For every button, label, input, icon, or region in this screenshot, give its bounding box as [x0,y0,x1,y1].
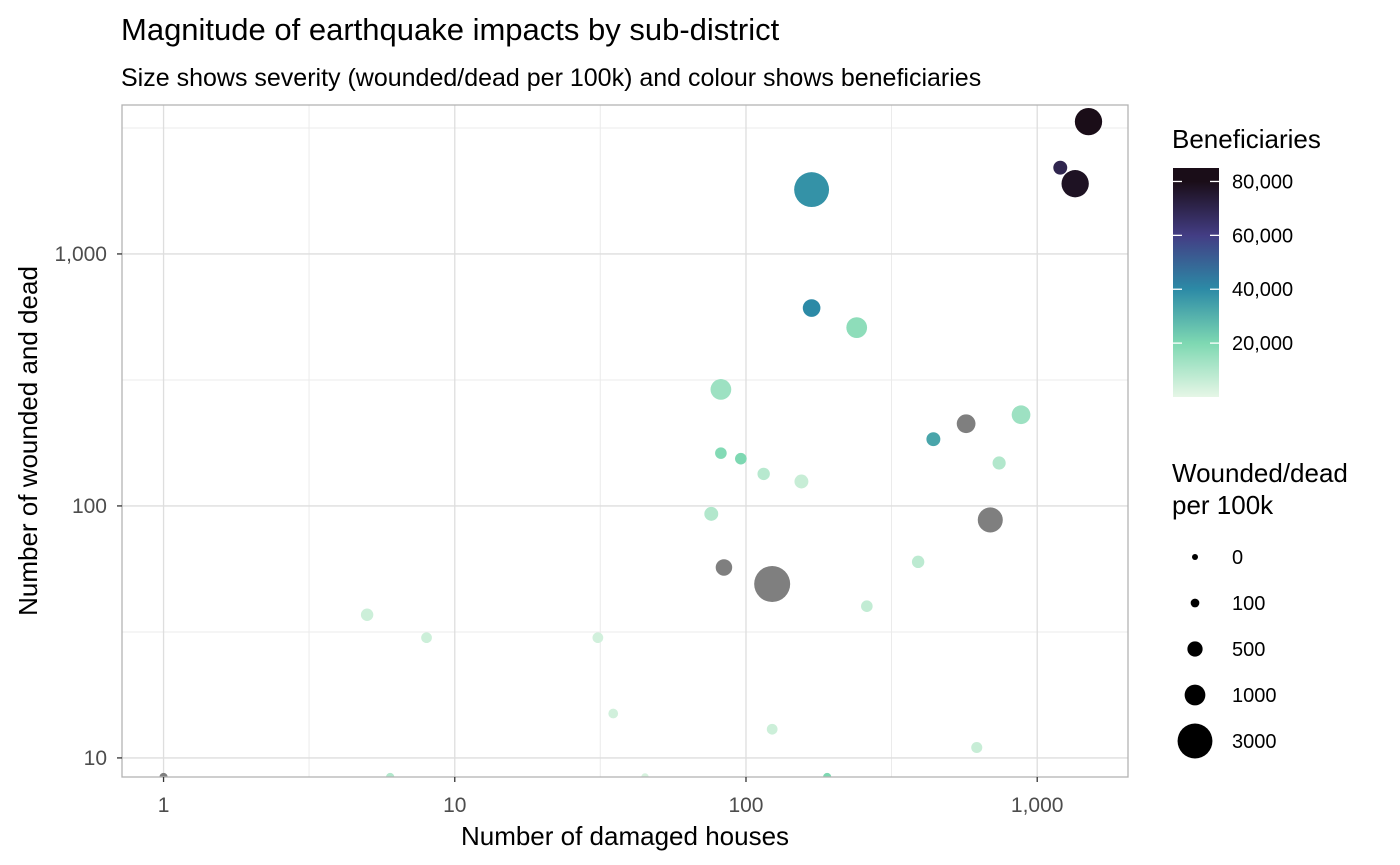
data-point-25 [766,723,778,735]
data-point-23 [592,632,604,644]
colorbar-tick-label-3: 80,000 [1232,171,1293,193]
y-axis-title: Number of wounded and dead [13,266,43,616]
data-point-16 [977,507,1003,533]
x-tick-label-3: 1,000 [1011,794,1064,817]
size-legend-title-line-1: Wounded/dead [1172,458,1348,488]
major-gridlines [122,105,1128,777]
size-legend-entries: 0 100 500 1000 3000 [1177,547,1277,759]
data-point-12 [992,456,1006,470]
colorbar-tick-label-0: 20,000 [1232,333,1293,355]
data-point-1 [1053,160,1068,175]
data-point-4 [802,299,821,317]
size-legend: Wounded/dead per 100k 0 100 500 1000 3000 [1172,458,1348,759]
x-tick-label-1: 10 [443,794,466,817]
x-axis-title: Number of damaged houses [461,821,789,851]
size-legend-label-1: 100 [1232,593,1265,615]
colorbar-tick-label-2: 60,000 [1232,225,1293,247]
size-legend-label-0: 0 [1232,547,1243,569]
colorbar [1173,168,1219,397]
data-point-2 [1061,170,1089,198]
data-point-9 [926,432,941,447]
data-point-22 [421,632,432,644]
color-legend: Beneficiaries 20,000 40,000 60,000 80,000 [1172,124,1321,397]
size-legend-key-3 [1184,684,1206,706]
data-point-17 [715,559,733,576]
minor-gridlines [122,105,1128,777]
data-point-26 [971,741,983,754]
data-point-24 [608,708,619,719]
size-legend-label-2: 500 [1232,639,1265,661]
data-point-8 [956,414,976,434]
data-point-20 [861,600,873,613]
data-point-28 [386,772,395,777]
data-point-30 [823,772,832,777]
data-point-10 [715,447,727,459]
x-axis: 1 10 100 1,000 [158,777,1064,817]
chart-title: Magnitude of earthquake impacts by sub-d… [121,12,780,47]
data-point-21 [360,608,374,621]
x-tick-label-2: 100 [728,794,763,817]
data-point-5 [846,317,868,339]
plot-border [121,104,1129,778]
data-point-13 [757,467,770,481]
y-tick-label-1: 100 [72,495,107,518]
x-tick-label-0: 1 [158,794,170,817]
data-points [159,107,1103,777]
size-legend-key-4 [1177,723,1213,759]
plot-background [122,105,1128,777]
colorbar-ticks: 20,000 40,000 60,000 80,000 [1173,171,1293,355]
size-legend-key-0 [1192,554,1198,560]
data-point-29 [641,773,649,777]
data-point-18 [911,555,925,569]
data-point-27 [159,772,168,777]
data-point-19 [754,565,791,602]
y-tick-label-2: 1,000 [54,243,107,266]
color-legend-title: Beneficiaries [1172,124,1321,154]
colorbar-tick-label-1: 40,000 [1232,279,1293,301]
data-point-14 [794,474,809,489]
y-tick-label-0: 10 [84,747,107,770]
data-point-0 [1074,107,1103,136]
data-point-6 [710,379,732,400]
size-legend-title-line-2: per 100k [1172,490,1274,520]
chart-subtitle: Size shows severity (wounded/dead per 10… [121,64,981,92]
data-point-11 [735,452,747,465]
data-point-15 [704,506,719,521]
size-legend-label-3: 1000 [1232,685,1277,707]
y-axis: 10 100 1,000 [54,243,122,770]
size-legend-key-2 [1187,641,1203,657]
data-point-7 [1011,405,1031,425]
size-legend-key-1 [1190,598,1200,608]
data-point-3 [794,172,830,208]
plot-panel [121,104,1129,778]
size-legend-label-4: 3000 [1232,731,1277,753]
